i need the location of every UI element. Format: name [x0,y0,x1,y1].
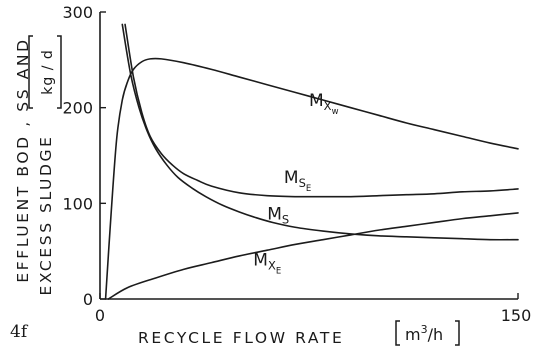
y-tick-label: 200 [62,99,93,118]
y-axis-unit-bracket-right [28,35,33,109]
x-axis-unit-bracket-right [455,320,460,346]
series-label-m-xe: MXE [253,251,281,277]
y-axis-unit: kg / d [40,49,56,95]
x-axis-title: RECYCLE FLOW RATE m3/h [138,320,460,347]
y-axis-title-line2: EXCESS SLUDGE [37,134,55,295]
axes [99,12,518,300]
series-line-m-xw [104,57,519,300]
x-axis-unit-tail: /h [428,325,444,344]
y-tick-label: 100 [62,194,93,213]
tick-labels: 0 100 200 300 0 150 [62,3,531,325]
x-axis-unit-base: m [405,325,421,344]
x-axis-unit-sup: 3 [421,323,428,336]
curve-labels: MXw MSE MS MXE [253,91,338,277]
x-axis-title-words: RECYCLE FLOW RATE [138,329,344,347]
series-line-m-s [121,23,519,241]
y-axis-unit-bracket-left [57,35,62,109]
series-label-m-xw: MXw [309,91,339,117]
curves [104,23,519,300]
series-label-m-se: MSE [284,168,311,194]
tick-marks [99,11,519,300]
y-tick-label: 300 [62,3,93,22]
y-tick-label: 0 [83,290,93,309]
y-axis-title-line1: EFFLUENT BOD , SS AND [14,37,32,282]
panel-label: 4f [10,322,29,342]
series-line-m-xe [107,212,519,300]
series-label-m-s: MS [267,205,289,227]
x-axis-unit-bracket-left [395,320,400,346]
x-tick-label: 150 [501,306,532,325]
y-axis-title: EFFLUENT BOD , SS AND EXCESS SLUDGE kg /… [14,35,62,296]
x-axis-unit: m3/h [405,323,443,344]
x-tick-label: 0 [95,306,105,325]
